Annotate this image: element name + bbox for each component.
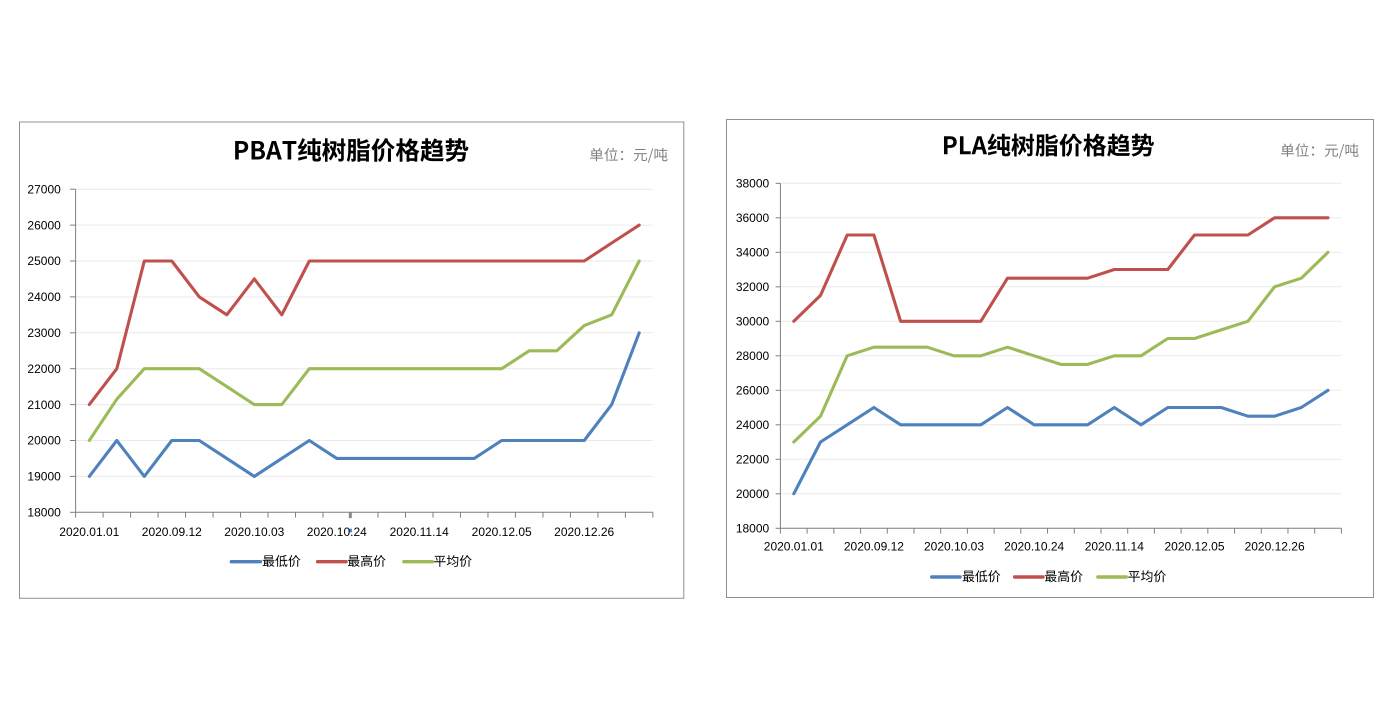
svg-text:18000: 18000 (736, 522, 770, 536)
svg-text:2020.01.01: 2020.01.01 (764, 539, 824, 553)
svg-text:2020.11.14: 2020.11.14 (390, 525, 449, 539)
svg-text:25000: 25000 (27, 254, 61, 268)
svg-text:23000: 23000 (27, 326, 61, 340)
svg-text:21000: 21000 (27, 398, 61, 412)
svg-text:26000: 26000 (736, 384, 770, 398)
svg-text:28000: 28000 (736, 349, 770, 363)
svg-text:2020.12.05: 2020.12.05 (472, 525, 532, 539)
svg-text:19000: 19000 (27, 470, 61, 484)
svg-text:2020.09.12: 2020.09.12 (142, 525, 202, 539)
svg-text:38000: 38000 (736, 177, 770, 191)
svg-text:2020.10.24: 2020.10.24 (1004, 539, 1064, 553)
svg-text:26000: 26000 (27, 218, 61, 232)
svg-text:2020.12.05: 2020.12.05 (1164, 539, 1224, 553)
svg-text:30000: 30000 (736, 315, 770, 329)
svg-text:2020.09.12: 2020.09.12 (844, 539, 904, 553)
svg-text:2020.01.01: 2020.01.01 (59, 525, 119, 539)
svg-text:24000: 24000 (736, 418, 770, 432)
svg-text:22000: 22000 (27, 362, 61, 376)
svg-text:2020.12.26: 2020.12.26 (554, 525, 614, 539)
svg-text:36000: 36000 (736, 211, 770, 225)
svg-text:34000: 34000 (736, 246, 770, 260)
svg-text:2020.11.14: 2020.11.14 (1085, 539, 1144, 553)
svg-text:2020.10.24: 2020.10.24 (307, 525, 367, 539)
svg-text:20000: 20000 (736, 487, 770, 501)
svg-text:2020.12.26: 2020.12.26 (1245, 539, 1305, 553)
svg-text:22000: 22000 (736, 453, 770, 467)
svg-text:24000: 24000 (27, 290, 61, 304)
svg-text:27000: 27000 (27, 182, 61, 196)
svg-text:32000: 32000 (736, 280, 770, 294)
svg-text:20000: 20000 (27, 434, 61, 448)
svg-text:18000: 18000 (27, 506, 61, 520)
svg-text:2020.10.03: 2020.10.03 (224, 525, 284, 539)
svg-text:2020.10.03: 2020.10.03 (924, 539, 984, 553)
